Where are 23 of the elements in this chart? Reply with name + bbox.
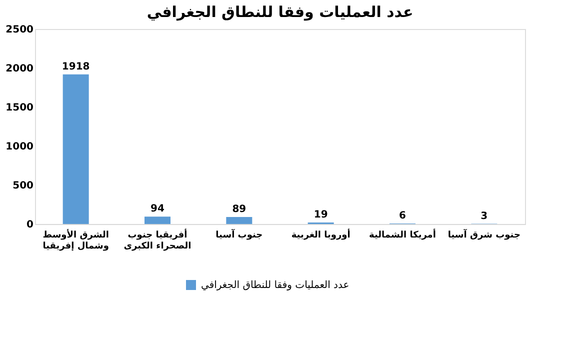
data-label: 6: [399, 210, 406, 222]
x-tick-label: أمريكا الشمالية: [369, 228, 436, 240]
data-label: 1918: [62, 61, 90, 72]
chart-title: عدد العمليات وفقا للنطاق الجغرافي: [146, 3, 414, 21]
y-tick-label: 500: [12, 180, 34, 192]
x-tick-label: جنوب آسيا: [216, 228, 263, 240]
x-tick-label: أفريقيا جنوب الصحراء الكبرى: [124, 228, 192, 252]
y-tick-label: 1000: [6, 142, 34, 152]
y-tick-label: 2500: [6, 24, 34, 36]
bar: [226, 217, 252, 224]
data-label: 94: [150, 204, 164, 215]
x-tick-label: أوروبا الغربية: [291, 228, 350, 240]
y-tick-label: 1500: [6, 102, 34, 114]
x-tick-label: جنوب شرق آسيا: [448, 228, 520, 240]
bar: [62, 74, 89, 224]
legend-label: عدد العمليات وفقا للنطاق الجغرافي: [201, 280, 350, 291]
y-tick-label: 2000: [6, 64, 34, 74]
data-label: 3: [480, 210, 488, 222]
data-label: 89: [232, 204, 246, 216]
y-tick-label: 0: [26, 220, 34, 230]
bar: [144, 216, 170, 224]
x-tick-label: الشرق الأوسط وشمال إفريقيا: [42, 228, 109, 252]
data-label: 19: [314, 210, 328, 221]
